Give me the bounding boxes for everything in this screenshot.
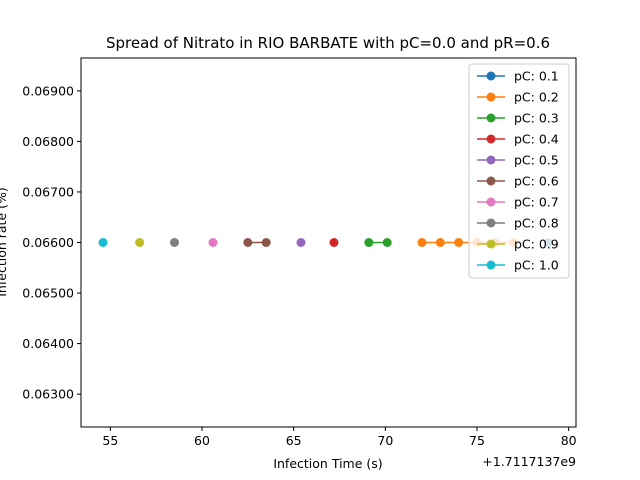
y-axis: 0.06300 0.06400 0.06500 0.06600 0.06700 0.068…	[22, 83, 81, 402]
y-tick-label: 0.06800	[22, 134, 74, 149]
legend: pC: 0.1 pC: 0.2 pC: 0.3 pC: 0.4 pC: 0.5 pC: 0…	[468, 63, 570, 279]
data-point	[170, 238, 179, 247]
data-point	[208, 238, 218, 247]
x-axis-offset: +1.7117137e9	[482, 454, 576, 469]
legend-marker	[486, 239, 496, 249]
y-tick-label: 0.06300	[22, 387, 74, 402]
legend-item: pC: 0.4	[477, 132, 559, 147]
series-pc-05	[296, 238, 306, 247]
data-point	[329, 238, 339, 247]
data-point	[364, 238, 374, 247]
legend-label: pC: 0.2	[514, 90, 559, 105]
legend-label: pC: 0.1	[514, 69, 559, 84]
legend-marker	[486, 197, 496, 207]
x-tick-label: 75	[469, 433, 485, 448]
legend-marker	[486, 155, 496, 165]
legend-marker	[486, 218, 496, 228]
data-point	[435, 238, 445, 247]
series-pc-09	[135, 238, 145, 247]
data-point	[98, 238, 108, 247]
legend-label: pC: 0.8	[514, 216, 559, 231]
series-pc-03	[364, 238, 392, 247]
data-point	[135, 238, 145, 247]
legend-marker	[486, 260, 496, 270]
legend-item: pC: 0.9	[477, 237, 559, 252]
legend-marker	[486, 134, 496, 144]
y-axis-label: Infection rate (%)	[0, 187, 9, 297]
series-pc-08	[170, 238, 179, 247]
legend-item: pC: 0.6	[477, 174, 559, 189]
data-point	[243, 238, 253, 247]
legend-label: pC: 1.0	[514, 258, 559, 273]
legend-label: pC: 0.4	[514, 132, 559, 147]
data-point	[382, 238, 392, 247]
y-tick-label: 0.06400	[22, 336, 74, 351]
legend-label: pC: 0.3	[514, 111, 559, 126]
series-pc-04	[329, 238, 339, 247]
legend-item: pC: 0.1	[477, 69, 559, 84]
y-tick-label: 0.06700	[22, 184, 74, 199]
data-point	[261, 238, 271, 247]
legend-item: pC: 0.8	[477, 216, 559, 231]
series-pc-07	[208, 238, 218, 247]
legend-label: pC: 0.5	[514, 153, 559, 168]
x-tick-label: 80	[561, 433, 577, 448]
legend-marker	[486, 113, 496, 123]
legend-label: pC: 0.6	[514, 174, 559, 189]
data-point	[454, 238, 464, 247]
chart-title: Spread of Nitrato in RIO BARBATE with pC…	[106, 34, 550, 52]
legend-item: pC: 0.5	[477, 153, 559, 168]
legend-item: pC: 0.2	[477, 90, 559, 105]
legend-label: pC: 0.7	[514, 195, 559, 210]
y-tick-label: 0.06900	[22, 83, 74, 98]
legend-label: pC: 0.9	[514, 237, 559, 252]
x-tick-label: 65	[286, 433, 302, 448]
legend-marker	[486, 92, 496, 102]
y-tick-label: 0.06500	[22, 286, 74, 301]
x-axis-label: Infection Time (s)	[273, 456, 382, 471]
legend-item: pC: 0.3	[477, 111, 559, 126]
data-point	[296, 238, 306, 247]
series-pc-10	[98, 238, 108, 247]
legend-marker	[486, 176, 496, 186]
legend-item: pC: 0.7	[477, 195, 559, 210]
x-tick-label: 70	[377, 433, 393, 448]
x-tick-label: 60	[194, 433, 210, 448]
legend-item: pC: 1.0	[477, 258, 559, 273]
x-tick-label: 55	[102, 433, 118, 448]
x-axis: 55 60 65 70 75 80	[102, 427, 577, 448]
legend-marker	[486, 71, 496, 81]
series-pc-06	[243, 238, 271, 247]
y-tick-label: 0.06600	[22, 235, 74, 250]
data-point	[417, 238, 427, 247]
